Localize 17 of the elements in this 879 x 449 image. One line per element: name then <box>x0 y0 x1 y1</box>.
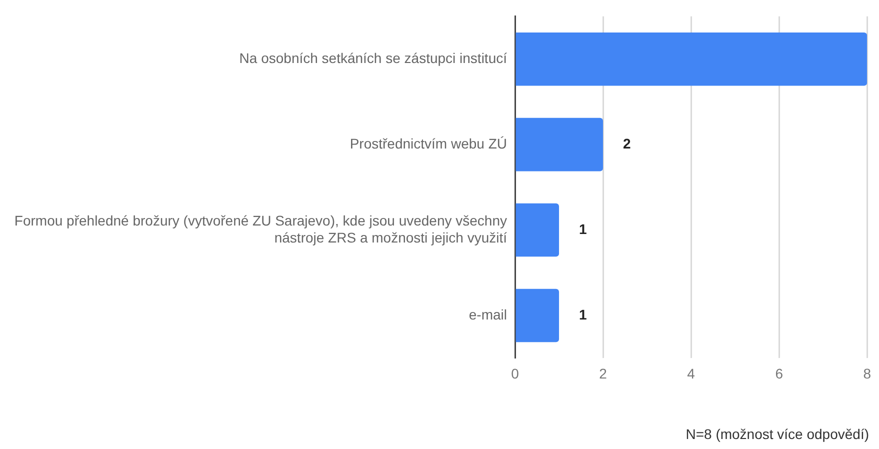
x-tick-label: 6 <box>775 365 784 382</box>
bar <box>516 118 604 172</box>
bar <box>516 32 868 86</box>
y-tick-label: Prostřednictvím webu ZÚ <box>350 135 507 152</box>
data-label: 2 <box>623 135 632 152</box>
data-label: 1 <box>579 220 588 237</box>
x-tick-label: 2 <box>599 365 608 382</box>
x-tick-label: 8 <box>863 365 872 382</box>
text: N=8 (možnost více odpovědí) <box>686 426 869 442</box>
y-tick-label: Formou přehledné brožury (vytvořené ZU Sarajevo), kde jsou uvedeny všechny nástroje ZRS a možnosti jejich využití <box>14 212 508 246</box>
y-tick-label: Na osobních setkáních se zástupci institucí <box>239 50 508 66</box>
x-tick-label: 0 <box>511 365 520 382</box>
data-label: 1 <box>579 306 588 322</box>
bar <box>516 203 560 257</box>
y-tick-label: e-mail <box>468 306 507 322</box>
x-tick-label: 4 <box>687 365 696 382</box>
bar <box>516 288 560 342</box>
